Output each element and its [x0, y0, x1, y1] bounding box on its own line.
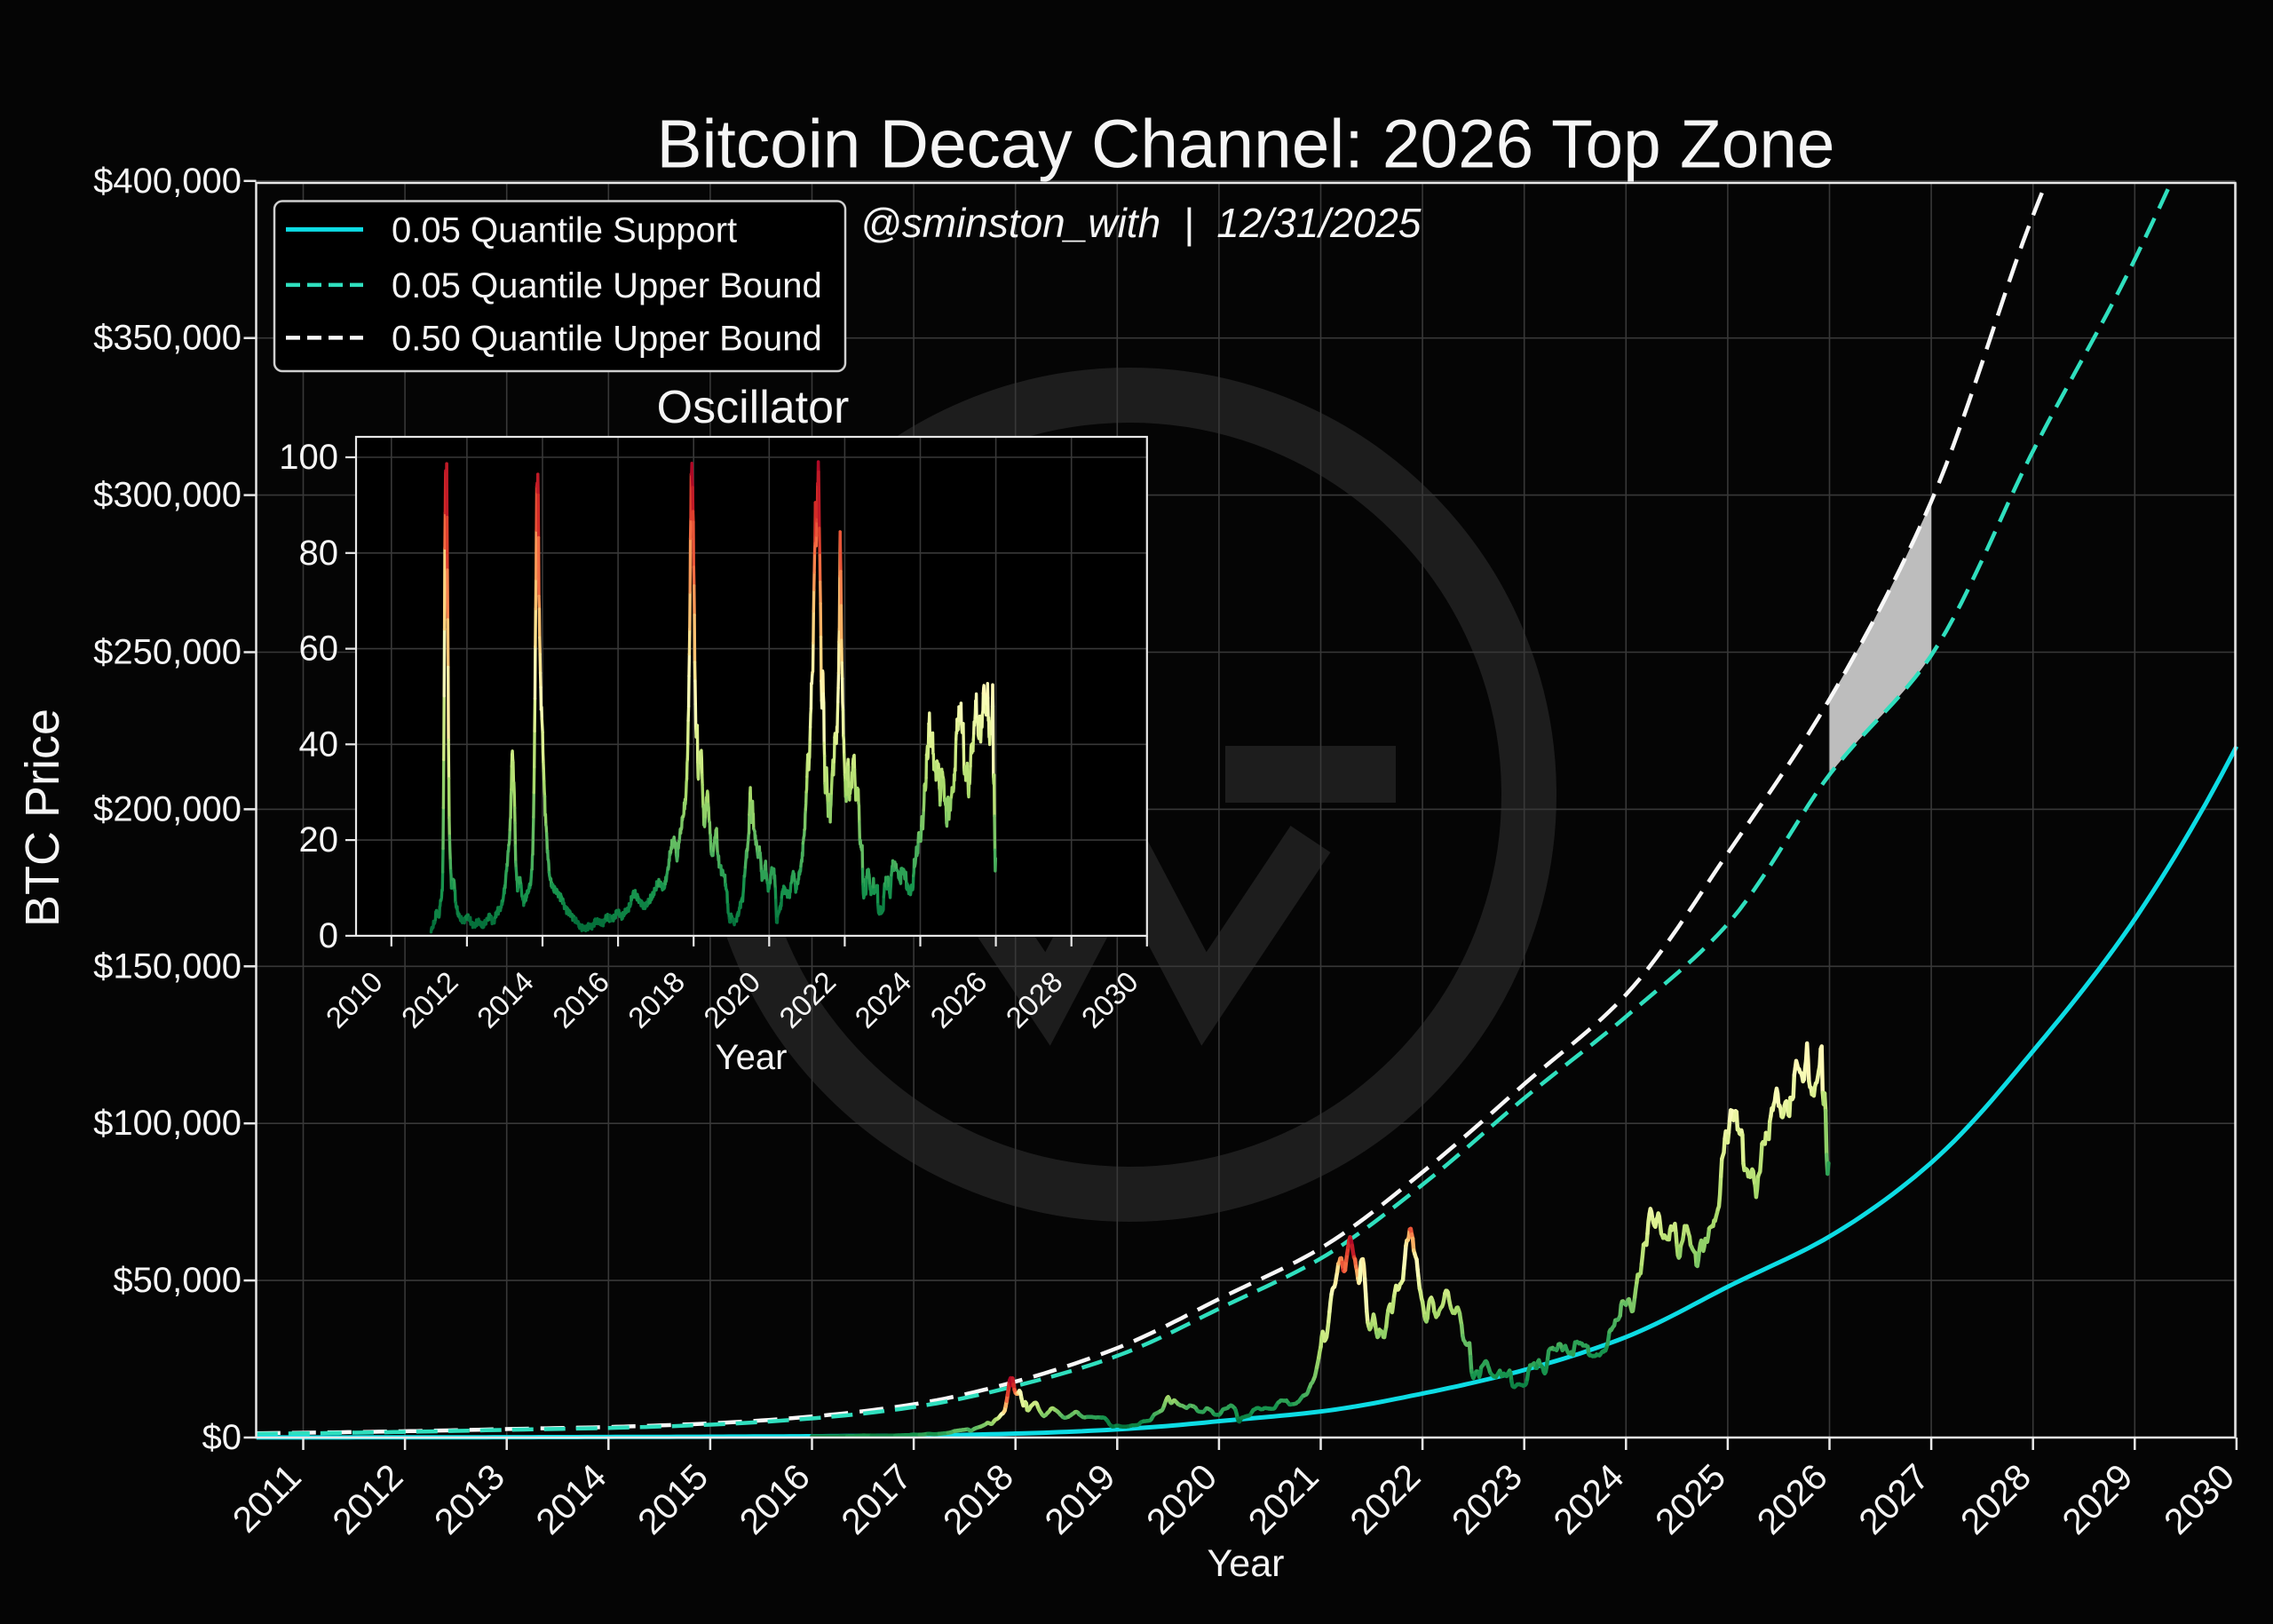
svg-text:Bitcoin Decay Channel: 2026 To: Bitcoin Decay Channel: 2026 Top Zone: [656, 107, 1834, 183]
svg-text:40: 40: [299, 725, 339, 764]
svg-text:0.50 Quantile Upper Bound: 0.50 Quantile Upper Bound: [392, 319, 822, 358]
svg-text:Year: Year: [716, 1038, 788, 1077]
svg-text:$300,000: $300,000: [93, 476, 242, 515]
svg-text:0: 0: [319, 916, 338, 955]
svg-text:$50,000: $50,000: [113, 1261, 242, 1300]
svg-text:$250,000: $250,000: [93, 633, 242, 672]
svg-text:Oscillator: Oscillator: [657, 382, 850, 433]
svg-text:20: 20: [299, 820, 339, 860]
svg-text:$350,000: $350,000: [93, 319, 242, 358]
svg-text:$150,000: $150,000: [93, 947, 242, 986]
svg-text:$0: $0: [202, 1418, 242, 1457]
svg-text:Year: Year: [1208, 1542, 1285, 1585]
svg-text:BTC Price: BTC Price: [16, 709, 69, 927]
svg-text:$100,000: $100,000: [93, 1104, 242, 1143]
svg-text:80: 80: [299, 534, 339, 573]
svg-text:$400,000: $400,000: [93, 162, 242, 201]
svg-text:@sminston_with | 12/31/2025: @sminston_with | 12/31/2025: [860, 200, 1422, 246]
svg-text:0.05 Quantile Support: 0.05 Quantile Support: [392, 210, 737, 250]
svg-text:0.05 Quantile Upper Bound: 0.05 Quantile Upper Bound: [392, 266, 822, 305]
svg-text:$200,000: $200,000: [93, 789, 242, 828]
svg-text:60: 60: [299, 630, 339, 669]
svg-text:100: 100: [279, 438, 338, 477]
